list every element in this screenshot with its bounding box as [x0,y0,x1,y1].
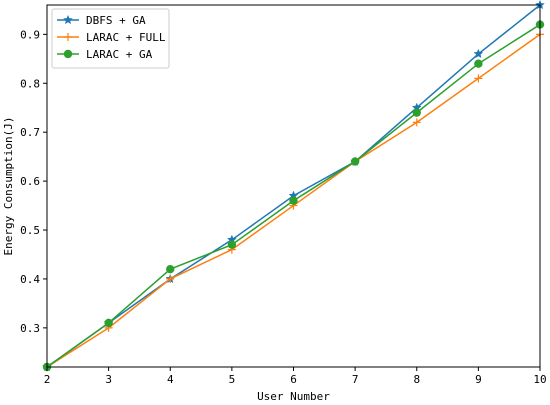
axes-layer: 2 3 4 5 6 7 8 9 10 0.3 0.4 0.5 0.6 0.7 0.8 0.9 [20,4,547,386]
data-point [166,274,175,283]
legend-label: LARAC + FULL [86,31,166,44]
data-point [474,59,483,68]
data-point [350,157,360,166]
legend-marker [63,14,73,25]
x-tick-label: 5 [229,373,236,386]
legend-box [51,8,170,69]
legend-item: DBFS + GA [57,14,146,27]
y-axis-label: Energy Consumption(J) [2,116,15,255]
data-point [412,108,421,117]
x-tick-label: 9 [475,373,482,386]
data-point [104,318,113,328]
legend-item: LARAC + GA [57,48,153,61]
y-tick-label: 0.8 [20,77,40,90]
data-point [227,240,237,249]
legend-marker [64,33,72,41]
data-point [166,264,175,274]
data-point [412,118,421,127]
x-tick-label: 8 [413,373,420,386]
y-tick-label: 0.3 [20,322,40,335]
x-tick-label: 6 [290,373,297,386]
y-tick-label: 0.4 [20,273,40,286]
legend-item: LARAC + FULL [57,31,166,44]
y-tick-label: 0.9 [20,28,40,41]
legend-label: DBFS + GA [86,14,146,27]
y-tick-label: 0.6 [20,175,40,188]
series-2 [42,20,545,372]
legend-label: LARAC + GA [86,48,153,61]
x-tick-label: 2 [44,373,51,386]
legend-marker [63,49,73,59]
series-layer [42,0,545,372]
data-point [289,196,298,205]
y-tick-label: 0.5 [20,224,40,237]
x-tick-label: 7 [352,373,359,386]
data-point [474,74,483,83]
y-tick-label: 0.7 [20,126,40,139]
x-tick-label: 4 [167,373,174,386]
x-tick-label: 10 [533,373,546,386]
x-axis-label: User Number [257,390,330,403]
x-tick-label: 3 [105,373,112,386]
legend: DBFS + GA LARAC + FULL LARAC + GA [51,8,170,69]
data-point [473,48,484,59]
